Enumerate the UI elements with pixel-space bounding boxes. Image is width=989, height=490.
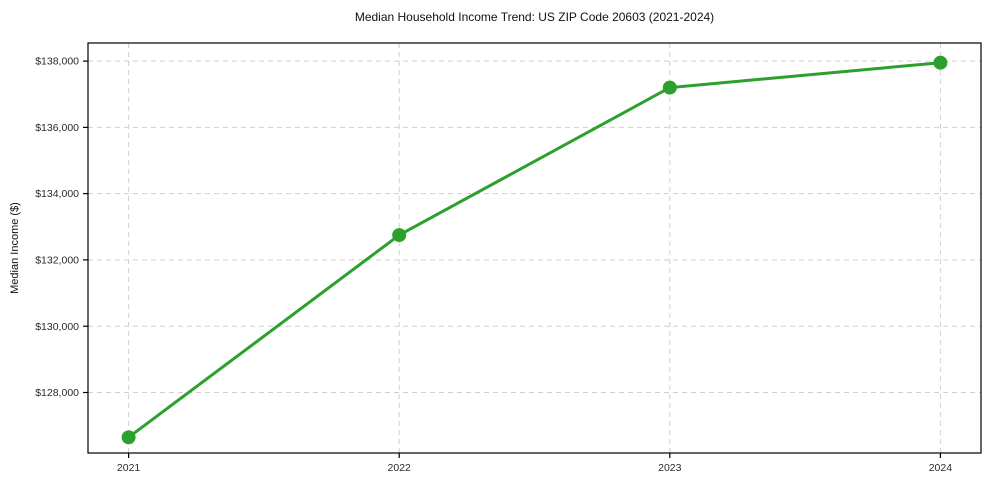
x-tick-label: 2023 <box>658 462 682 474</box>
data-point <box>121 430 136 445</box>
y-tick-label: $136,000 <box>35 122 79 134</box>
data-point <box>933 55 948 70</box>
data-point <box>392 228 407 243</box>
x-tick-label: 2022 <box>388 462 412 474</box>
plot-border <box>87 42 982 454</box>
y-tick-label: $128,000 <box>35 387 79 399</box>
data-point <box>662 80 677 95</box>
x-tick-label: 2021 <box>117 462 141 474</box>
y-tick-label: $130,000 <box>35 321 79 333</box>
data-line <box>127 61 942 439</box>
chart-title: Median Household Income Trend: US ZIP Co… <box>354 10 715 24</box>
x-tick-label: 2024 <box>929 462 953 474</box>
y-tick-label: $134,000 <box>35 188 79 200</box>
y-tick-label: $138,000 <box>35 56 79 68</box>
y-tick-label: $132,000 <box>35 255 79 267</box>
